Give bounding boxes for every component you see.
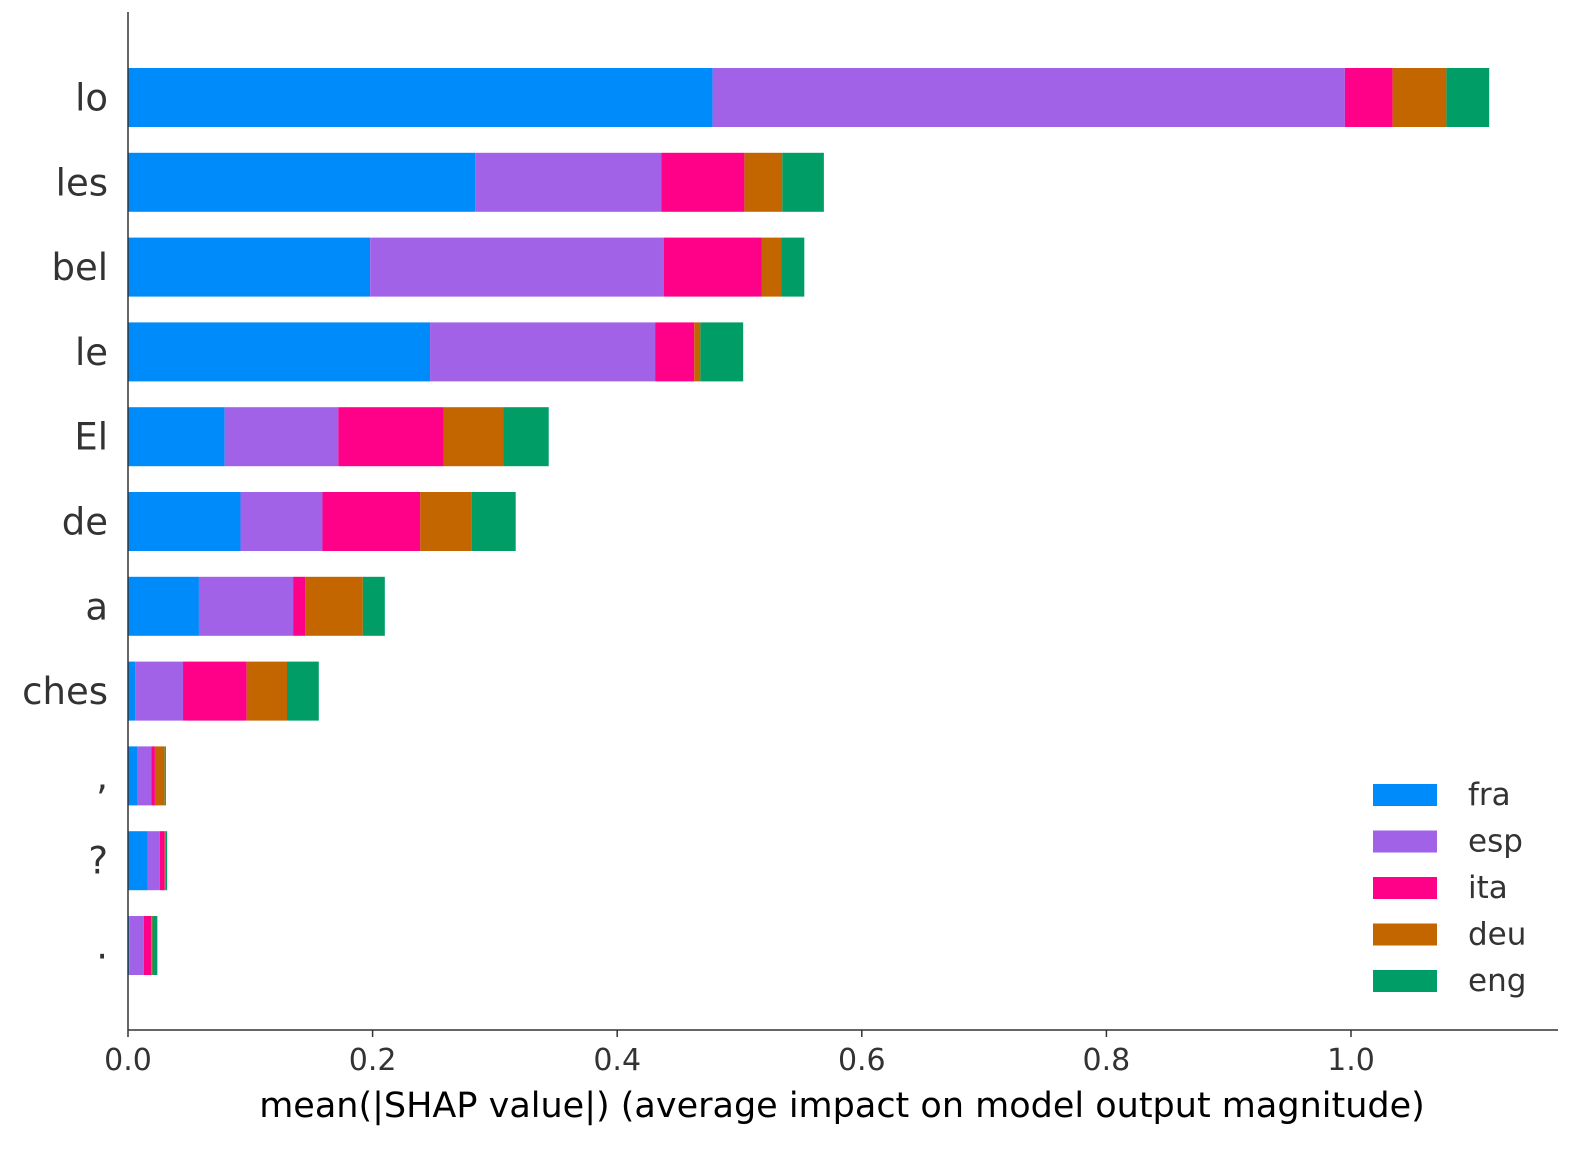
y-tick-label: le bbox=[75, 331, 108, 374]
bar-eng-3 bbox=[781, 237, 805, 297]
bar-ita-5 bbox=[338, 407, 444, 467]
bar-fra-3 bbox=[128, 237, 371, 297]
bar-eng-5 bbox=[503, 407, 549, 467]
y-tick-label: a bbox=[85, 585, 108, 628]
bar-fra-5 bbox=[128, 407, 225, 467]
bar-esp-10 bbox=[147, 831, 160, 891]
x-tick-label: 0.8 bbox=[1083, 1043, 1131, 1078]
bar-eng-11 bbox=[152, 916, 158, 975]
bar-ita-3 bbox=[663, 237, 762, 297]
legend-label-fra: fra bbox=[1468, 777, 1511, 813]
legend-swatch-fra bbox=[1373, 784, 1437, 806]
bar-ita-9 bbox=[151, 746, 155, 806]
bar-esp-6 bbox=[240, 492, 323, 551]
bar-deu-3 bbox=[761, 237, 782, 297]
bar-fra-2 bbox=[128, 152, 476, 212]
y-tick-label: ? bbox=[88, 840, 108, 883]
bar-fra-9 bbox=[128, 746, 138, 806]
bar-esp-11 bbox=[129, 916, 144, 975]
bar-deu-2 bbox=[744, 152, 783, 212]
y-tick-label: bel bbox=[51, 246, 108, 289]
bar-esp-8 bbox=[135, 661, 184, 721]
bar-ita-1 bbox=[1344, 68, 1393, 127]
legend-label-deu: deu bbox=[1468, 917, 1526, 953]
bars-group bbox=[128, 68, 1490, 975]
bar-eng-2 bbox=[782, 152, 824, 212]
bar-esp-4 bbox=[430, 322, 656, 382]
bar-esp-1 bbox=[712, 68, 1345, 127]
bar-fra-7 bbox=[128, 576, 199, 636]
bar-deu-11 bbox=[151, 916, 153, 975]
bar-fra-8 bbox=[128, 661, 136, 721]
bar-ita-6 bbox=[322, 492, 421, 551]
y-tick-label: lo bbox=[75, 77, 108, 120]
x-tick-label: 1.0 bbox=[1327, 1043, 1375, 1078]
legend-swatch-ita bbox=[1373, 877, 1437, 899]
legend-label-eng: eng bbox=[1468, 963, 1526, 999]
bar-deu-10 bbox=[164, 831, 166, 891]
bar-esp-9 bbox=[137, 746, 152, 806]
y-tick-label: . bbox=[96, 925, 108, 968]
legend-swatch-deu bbox=[1373, 923, 1437, 946]
bar-ita-10 bbox=[159, 831, 165, 891]
bar-deu-4 bbox=[694, 322, 701, 382]
bar-eng-10 bbox=[165, 831, 168, 891]
y-tick-label: ches bbox=[22, 670, 108, 713]
legend: fra esp ita deu eng bbox=[1373, 777, 1526, 999]
axes-group bbox=[127, 12, 1558, 1031]
legend-label-ita: ita bbox=[1468, 870, 1508, 906]
bar-ita-7 bbox=[293, 576, 306, 636]
bar-deu-6 bbox=[420, 492, 472, 551]
bar-ita-8 bbox=[183, 661, 247, 721]
y-tick-label: El bbox=[74, 416, 108, 459]
bar-ita-11 bbox=[143, 916, 152, 975]
y-tick-label: de bbox=[62, 501, 108, 544]
bar-ita-2 bbox=[661, 152, 745, 212]
bar-deu-1 bbox=[1392, 68, 1447, 127]
x-tick-label: 0.6 bbox=[838, 1043, 886, 1078]
legend-swatch-esp bbox=[1373, 830, 1437, 853]
bar-eng-1 bbox=[1446, 68, 1490, 127]
bar-ita-4 bbox=[655, 322, 695, 382]
bar-deu-7 bbox=[305, 576, 363, 636]
x-axis-label: mean(|SHAP value|) (average impact on mo… bbox=[259, 1086, 1425, 1126]
y-tick-label: les bbox=[56, 161, 108, 204]
bar-deu-8 bbox=[246, 661, 287, 721]
bar-esp-3 bbox=[370, 237, 664, 297]
legend-label-esp: esp bbox=[1468, 824, 1523, 860]
x-tick-label: 0.2 bbox=[349, 1043, 397, 1078]
bar-deu-5 bbox=[443, 407, 504, 467]
y-tick-labels: lo les bel le El de a ches,?. bbox=[22, 77, 108, 968]
bar-fra-10 bbox=[128, 831, 148, 891]
bar-eng-6 bbox=[471, 492, 516, 551]
y-tick-label: , bbox=[96, 755, 108, 798]
x-tick-label: 0.0 bbox=[104, 1043, 152, 1078]
bar-fra-1 bbox=[128, 68, 713, 127]
x-tick-label: 0.4 bbox=[593, 1043, 641, 1078]
bar-esp-7 bbox=[198, 576, 294, 636]
bar-eng-8 bbox=[286, 661, 319, 721]
bar-fra-4 bbox=[128, 322, 431, 382]
x-ticks: 0.0 0.2 0.4 0.6 0.8 1.0 bbox=[104, 1030, 1375, 1078]
bar-eng-4 bbox=[700, 322, 744, 382]
bar-esp-2 bbox=[475, 152, 662, 212]
bar-eng-7 bbox=[362, 576, 385, 636]
bar-eng-9 bbox=[164, 746, 166, 806]
bar-fra-6 bbox=[128, 492, 241, 551]
bar-deu-9 bbox=[154, 746, 165, 806]
legend-swatch-eng bbox=[1373, 970, 1437, 992]
bar-esp-5 bbox=[224, 407, 339, 467]
